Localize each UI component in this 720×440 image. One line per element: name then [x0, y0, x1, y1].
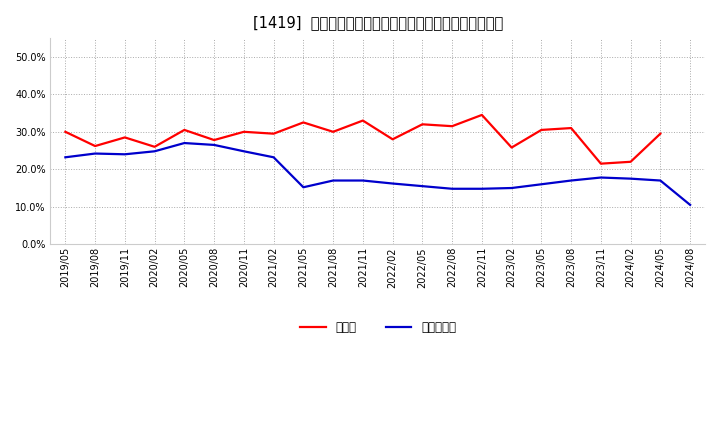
現顔金 [656, 131, 665, 136]
現顔金 [91, 143, 99, 149]
有利子負債 [477, 186, 486, 191]
現顔金 [299, 120, 307, 125]
現顔金 [388, 137, 397, 142]
現顔金 [210, 137, 218, 143]
有利子負債 [626, 176, 635, 181]
現顔金 [61, 129, 70, 135]
現顔金 [508, 145, 516, 150]
有利子負債 [120, 152, 129, 157]
有利子負債 [210, 142, 218, 147]
現顔金 [329, 129, 338, 135]
現顔金 [180, 127, 189, 132]
有利子負債 [150, 149, 159, 154]
有利子負債 [329, 178, 338, 183]
Line: 現顔金: 現顔金 [66, 115, 660, 164]
有利子負債 [388, 181, 397, 186]
有利子負債 [359, 178, 367, 183]
有利子負債 [299, 185, 307, 190]
有利子負債 [269, 154, 278, 160]
有利子負債 [567, 178, 575, 183]
有利子負債 [537, 182, 546, 187]
現顔金 [120, 135, 129, 140]
現顔金 [597, 161, 606, 166]
現顔金 [448, 124, 456, 129]
現顔金 [150, 144, 159, 150]
有利子負債 [597, 175, 606, 180]
現顔金 [269, 131, 278, 136]
現顔金 [567, 125, 575, 131]
有利子負債 [180, 140, 189, 146]
現顔金 [359, 118, 367, 123]
有利子負債 [508, 185, 516, 191]
現顔金 [626, 159, 635, 165]
Title: [1419]  現顔金、有利子負債の総資産に対する比率の推移: [1419] 現顔金、有利子負債の総資産に対する比率の推移 [253, 15, 503, 30]
現顔金 [477, 112, 486, 117]
現顔金 [418, 122, 427, 127]
有利子負債 [61, 154, 70, 160]
Legend: 現顔金, 有利子負債: 現顔金, 有利子負債 [295, 316, 461, 338]
有利子負債 [656, 178, 665, 183]
有利子負債 [418, 183, 427, 189]
有利子負債 [240, 149, 248, 154]
有利子負債 [448, 186, 456, 191]
Line: 有利子負債: 有利子負債 [66, 143, 690, 205]
現顔金 [240, 129, 248, 135]
有利子負債 [686, 202, 695, 208]
有利子負債 [91, 151, 99, 156]
現顔金 [537, 127, 546, 132]
